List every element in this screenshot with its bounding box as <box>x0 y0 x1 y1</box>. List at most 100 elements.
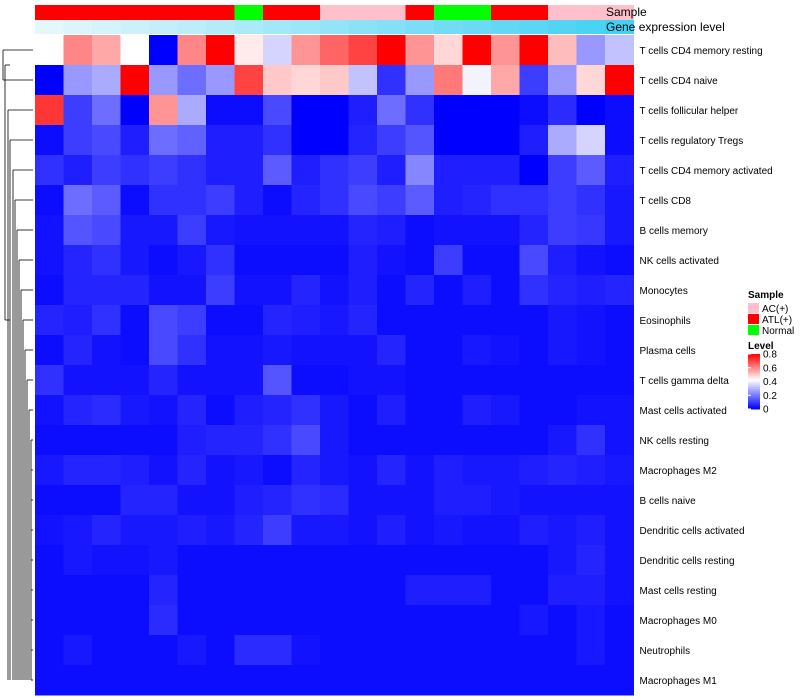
heatmap-cell <box>576 665 606 696</box>
heatmap-cell <box>434 365 463 396</box>
heatmap-cell <box>519 305 549 336</box>
heatmap-cell <box>377 665 406 696</box>
colorbar-segment <box>748 372 760 375</box>
colorbar-tick-label: 0.2 <box>763 391 777 402</box>
heatmap-cell <box>120 35 150 66</box>
heatmap-cell <box>35 275 64 306</box>
heatmap-cell <box>548 305 577 336</box>
heatmap-cell <box>63 215 93 246</box>
heatmap-cell <box>491 305 520 336</box>
heatmap-cell <box>120 215 150 246</box>
colorbar-segment <box>748 361 760 364</box>
heatmap-cell <box>377 95 406 126</box>
heatmap-cell <box>92 545 121 576</box>
heatmap-cell <box>263 185 292 216</box>
heatmap-cell <box>491 95 520 126</box>
heatmap-cell <box>519 335 549 366</box>
sample-annotation-cell <box>263 5 292 20</box>
heatmap-cell <box>462 245 492 276</box>
sample-track-label: Sample <box>606 5 647 19</box>
colorbar-tick-label: 0.4 <box>763 377 777 388</box>
heatmap-cell <box>35 95 64 126</box>
heatmap-cell <box>434 185 463 216</box>
colorbar-segment <box>748 407 760 410</box>
heatmap-cell <box>149 425 178 456</box>
row-label: Monocytes <box>640 286 688 297</box>
heatmap-cell <box>63 335 93 366</box>
heatmap-cell <box>462 425 492 456</box>
heatmap-cell <box>120 335 150 366</box>
heatmap-cell <box>491 365 520 396</box>
heatmap-cell <box>149 215 178 246</box>
heatmap-cell <box>206 95 235 126</box>
heatmap-cell <box>206 335 235 366</box>
heatmap-cell <box>149 485 178 516</box>
heatmap-cell <box>405 155 435 186</box>
row-label: T cells gamma delta <box>640 376 730 387</box>
heatmap-cell <box>149 35 178 66</box>
sample-annotation-cell <box>519 5 549 20</box>
heatmap-cell <box>120 455 150 486</box>
heatmap-cells <box>35 35 634 696</box>
legend-label: AC(+) <box>762 304 788 315</box>
heatmap-cell <box>149 515 178 546</box>
colorbar-segment <box>748 368 760 371</box>
heatmap-cell <box>405 215 435 246</box>
heatmap-cell <box>120 575 150 606</box>
heatmap-cell <box>177 245 207 276</box>
heatmap-cell <box>576 605 606 636</box>
expression-annotation-cell <box>206 20 235 34</box>
heatmap-cell <box>177 515 207 546</box>
heatmap-cell <box>576 455 606 486</box>
heatmap-cell <box>605 515 634 546</box>
heatmap-cell <box>35 605 64 636</box>
heatmap-cell <box>206 365 235 396</box>
heatmap-cell <box>405 125 435 156</box>
heatmap-cell <box>519 515 549 546</box>
expression-annotation-cell <box>291 20 321 34</box>
heatmap-cell <box>462 305 492 336</box>
heatmap-cell <box>434 485 463 516</box>
heatmap-cell <box>519 605 549 636</box>
heatmap-cell <box>120 485 150 516</box>
heatmap-cell <box>377 545 406 576</box>
heatmap-cell <box>63 35 93 66</box>
heatmap-cell <box>206 305 235 336</box>
heatmap-cell <box>35 185 64 216</box>
heatmap-cell <box>320 95 349 126</box>
sample-annotation-cell <box>605 5 634 20</box>
heatmap-cell <box>548 125 577 156</box>
expression-annotation-cell <box>434 20 463 34</box>
heatmap-cell <box>63 365 93 396</box>
expression-annotation-cell <box>120 20 150 34</box>
row-label: Mast cells resting <box>640 586 717 597</box>
heatmap-cell <box>519 275 549 306</box>
heatmap-cell <box>576 95 606 126</box>
sample-annotation-cell <box>434 5 463 20</box>
heatmap-cell <box>120 125 150 156</box>
heatmap-cell <box>320 275 349 306</box>
heatmap-cell <box>320 65 349 96</box>
heatmap-cell <box>120 545 150 576</box>
expression-annotation-cell <box>548 20 577 34</box>
expression-annotation-cell <box>348 20 378 34</box>
heatmap-cell <box>263 665 292 696</box>
heatmap-cell <box>63 275 93 306</box>
heatmap-cell <box>92 575 121 606</box>
heatmap-cell <box>434 335 463 366</box>
heatmap-cell <box>320 545 349 576</box>
colorbar-segment <box>748 363 760 366</box>
heatmap-cell <box>320 35 349 66</box>
legend-swatch <box>748 314 759 324</box>
heatmap-cell <box>491 215 520 246</box>
heatmap-cell <box>320 605 349 636</box>
colorbar-segment <box>748 376 760 379</box>
row-label: Macrophages M2 <box>640 466 718 477</box>
heatmap-cell <box>35 425 64 456</box>
heatmap-cell <box>348 635 378 666</box>
heatmap-cell <box>263 215 292 246</box>
heatmap-cell <box>377 455 406 486</box>
expression-annotation-cell <box>405 20 435 34</box>
heatmap-cell <box>491 185 520 216</box>
